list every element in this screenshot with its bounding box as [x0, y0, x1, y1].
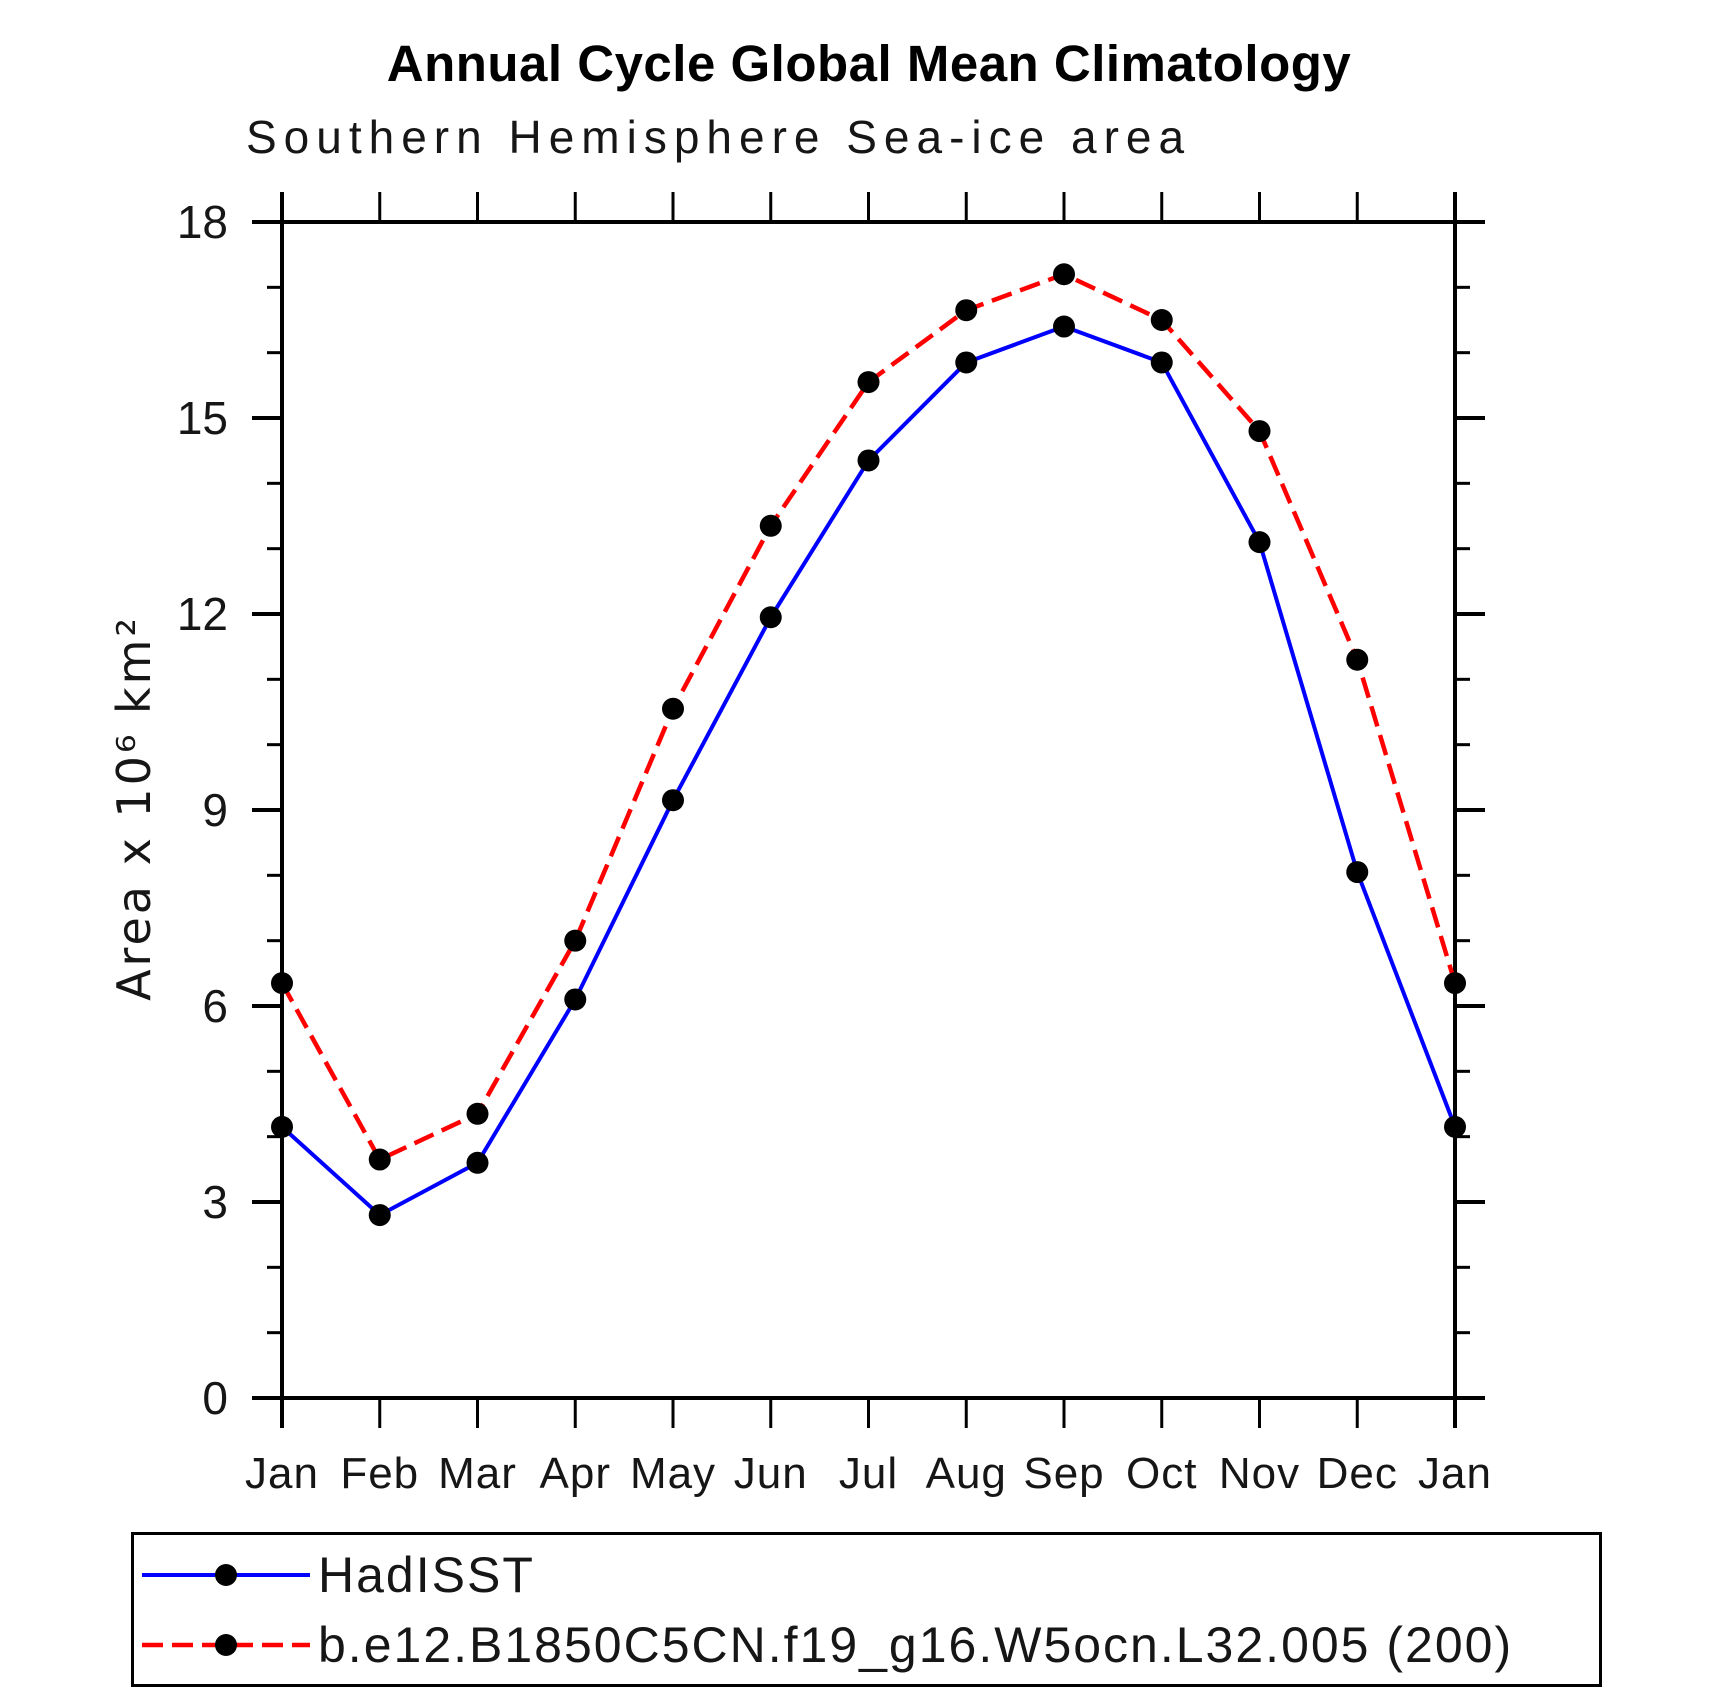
data-point-marker [857, 449, 880, 472]
chart-title: Annual Cycle Global Mean Climatology [386, 35, 1352, 92]
y-axis-labels: 0 3 6 9 12 15 18 [177, 196, 228, 1424]
x-tick-label: May [630, 1449, 716, 1498]
data-point-marker [1248, 420, 1271, 443]
y-tick-label: 3 [202, 1176, 228, 1228]
x-tick-label: Jan [245, 1449, 319, 1498]
y-tick-label: 6 [202, 980, 228, 1032]
series-model [271, 263, 1466, 1171]
x-tick-label: Jul [839, 1449, 898, 1498]
chart-subtitle: Southern Hemisphere Sea-ice area [246, 111, 1192, 163]
data-point-marker [955, 351, 978, 374]
x-tick-label: Feb [340, 1449, 419, 1498]
legend-marker-dot [215, 1564, 237, 1586]
data-point-marker [955, 299, 978, 322]
x-tick-label: Mar [438, 1449, 517, 1498]
data-point-marker [1053, 263, 1075, 286]
x-tick-label: Sep [1023, 1449, 1104, 1498]
hadisst-line-sample [142, 1564, 310, 1586]
data-point-marker [1346, 648, 1369, 671]
model-line-sample [142, 1634, 310, 1656]
data-point-marker [1150, 351, 1173, 374]
series-hadisst [271, 315, 1466, 1227]
model-line [280, 271, 1458, 1163]
data-point-marker [368, 1204, 391, 1227]
y-tick-label: 15 [177, 392, 228, 444]
data-series [271, 263, 1466, 1227]
x-tick-label: Nov [1219, 1449, 1300, 1498]
legend-box: HadISST b.e12.B1850C5CN.f19_g16.W5ocn.L3… [131, 1532, 1602, 1687]
data-point-marker [662, 789, 684, 812]
data-point-marker [1444, 1115, 1466, 1138]
legend-label-hadisst: HadISST [318, 1547, 535, 1603]
data-point-marker [466, 1151, 489, 1174]
data-point-marker [759, 606, 782, 629]
legend-entry-hadisst: HadISST [138, 1547, 535, 1603]
y-tick-label: 12 [177, 588, 228, 640]
x-tick-label: Dec [1317, 1449, 1398, 1498]
data-point-marker [271, 1115, 293, 1138]
x-tick-label: Aug [926, 1449, 1007, 1498]
y-tick-label: 18 [177, 196, 228, 248]
y-axis-title: Area x 10⁶ km² [107, 615, 161, 1001]
y-tick-label: 0 [202, 1372, 228, 1424]
data-point-marker [662, 697, 684, 720]
data-point-marker [1150, 309, 1173, 331]
data-point-marker [564, 988, 587, 1011]
x-axis-labels: Jan Feb Mar Apr May Jun Jul Aug Sep Oct Nov Dec Jan [245, 1449, 1492, 1498]
data-point-marker [1444, 972, 1466, 995]
data-point-marker [1248, 531, 1271, 554]
data-point-marker [1053, 315, 1075, 338]
x-tick-label: Oct [1126, 1449, 1197, 1498]
data-point-marker [564, 929, 587, 952]
legend-label-model: b.e12.B1850C5CN.f19_g16.W5ocn.L32.005 (2… [318, 1617, 1514, 1673]
y-tick-label: 9 [202, 784, 228, 836]
data-point-marker [857, 371, 880, 394]
data-point-marker [759, 514, 782, 537]
legend-entry-model: b.e12.B1850C5CN.f19_g16.W5ocn.L32.005 (2… [138, 1617, 1513, 1673]
data-point-marker [368, 1148, 391, 1171]
x-tick-label: Jan [1418, 1449, 1492, 1498]
x-tick-label: Jun [734, 1449, 808, 1498]
data-point-marker [271, 972, 293, 995]
data-point-marker [466, 1102, 489, 1125]
data-point-marker [1346, 861, 1369, 884]
x-tick-label: Apr [540, 1449, 611, 1498]
legend-marker-dot [215, 1634, 237, 1656]
axis-ticks [252, 192, 1485, 1428]
